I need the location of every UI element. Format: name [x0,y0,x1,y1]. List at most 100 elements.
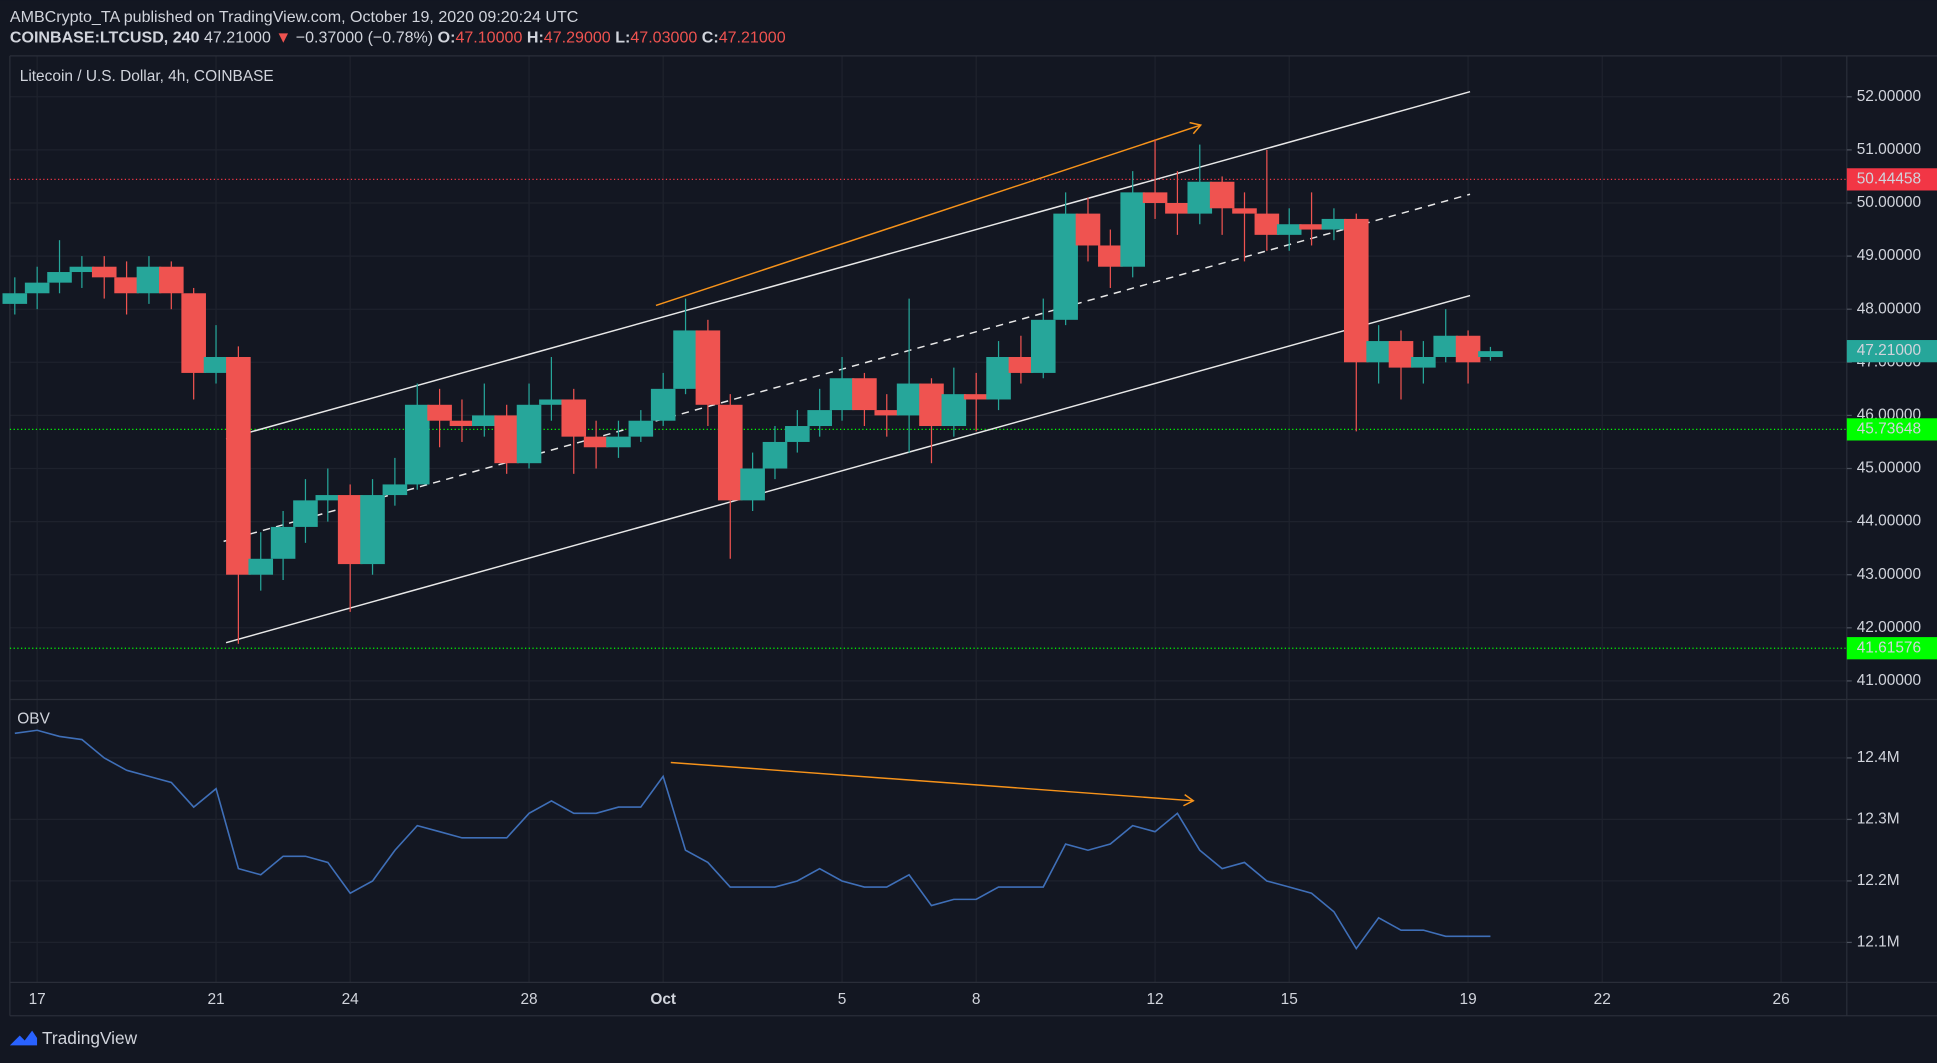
candle-body [1276,224,1302,235]
candle-body [561,399,587,437]
candle-body [1343,218,1369,363]
channel-lower [225,294,1471,644]
candle-body [69,266,95,273]
candle-body [896,383,922,416]
candle-body [539,399,564,405]
candle-body [91,266,117,278]
c-label: C: [702,29,719,47]
candle-body [650,388,676,421]
obv-line [14,729,1491,950]
grid [9,55,1847,983]
level-label: 47.21000 [1857,342,1921,359]
level-label-bg [1846,340,1937,363]
candle-body [1165,202,1190,214]
y-tick-label: 49.00000 [1857,247,1921,264]
candle-body [1366,341,1391,363]
y-tick-label: 45.00000 [1857,460,1921,477]
candle-body [874,410,900,416]
x-tick-label: 12 [1146,991,1163,1008]
o-label: O: [438,29,456,47]
trend-arrow [655,124,1201,307]
level-label: 41.61576 [1857,639,1921,656]
y-tick-label: 50.00000 [1857,194,1921,211]
candle-body [919,383,944,427]
level-label-bg [1846,637,1937,660]
divergence-arrow [670,761,1194,802]
arrow-head [1183,794,1195,807]
candle-body [740,468,765,501]
candle-body [807,410,832,427]
x-tick-label: 26 [1773,991,1790,1008]
candle-body [181,293,206,373]
y-tick-label: 12.1M [1857,934,1900,951]
candle-body [404,404,430,485]
candle-body [337,495,363,565]
axes: 17 21 24 28 Oct 5 8 12 15 19 22 26 41.00000 42.00000 4… [29,88,1937,1008]
y-tick-label: 12.2M [1857,872,1900,889]
candle-body [852,378,877,411]
candle-body [159,266,184,294]
candle-body [1254,213,1280,235]
candle-body [136,266,162,294]
y-tick-label: 41.00000 [1857,672,1921,689]
candle-body [47,272,72,283]
candle-body [606,436,631,448]
last-price: 47.21000 [204,29,271,47]
candle-body [226,356,251,575]
x-tick-label: 24 [342,991,360,1008]
candle-body [516,404,542,464]
candle-body [315,495,341,501]
level-label-bg [1846,168,1937,191]
candle-body [695,330,721,405]
brand-logo [9,1030,38,1046]
y-tick-label: 48.00000 [1857,300,1921,317]
candle-body [785,426,810,442]
candle-body [2,293,28,304]
x-tick-label: 21 [207,991,224,1008]
change-arrow: ▼ [275,29,291,47]
candle-body [1098,245,1123,267]
candle-body [1053,213,1078,320]
candle-body [293,500,318,527]
y-tick-label: 51.00000 [1857,141,1921,158]
candle-body [673,330,698,389]
x-tick-label: 5 [838,991,847,1008]
obv-pane [14,729,1491,950]
y-tick-label: 44.00000 [1857,513,1921,530]
candle-body [762,441,788,469]
candle-body [717,404,743,501]
y-tick-label: 12.4M [1857,749,1900,766]
change-pct: (−0.78%) [368,29,434,47]
candle-body [1388,341,1414,368]
candle-body [1030,319,1056,373]
candles [2,139,1503,644]
symbol: COINBASE:LTCUSD, 240 [10,29,200,47]
candle-body [1142,192,1168,203]
change: −0.37000 [296,29,363,47]
candle-body [449,420,475,427]
x-tick-label: 17 [29,991,46,1008]
candle-body [1411,356,1436,368]
candle-body [1209,181,1235,209]
candle-body [628,420,654,437]
candle-body [270,526,296,559]
x-tick-label: 19 [1459,991,1476,1008]
level-label: 50.44458 [1857,170,1921,187]
x-tick-label: 28 [520,991,537,1008]
x-tick-label: 15 [1281,991,1298,1008]
candle-body [114,277,139,294]
brand[interactable]: TradingView [42,1028,138,1048]
candle-body [963,394,989,400]
candle-body [1075,213,1101,246]
candle-body [24,282,50,294]
x-tick-label: 8 [972,991,981,1008]
candle-body [1455,335,1481,363]
o-value: 47.10000 [455,29,522,47]
author-line: AMBCrypto_TA published on TradingView.co… [10,8,579,26]
l-label: L: [615,29,630,47]
h-value: 47.29000 [544,29,611,47]
y-tick-label: 42.00000 [1857,619,1921,636]
candle-body [1478,351,1503,357]
y-tick-label: 43.00000 [1857,566,1921,583]
